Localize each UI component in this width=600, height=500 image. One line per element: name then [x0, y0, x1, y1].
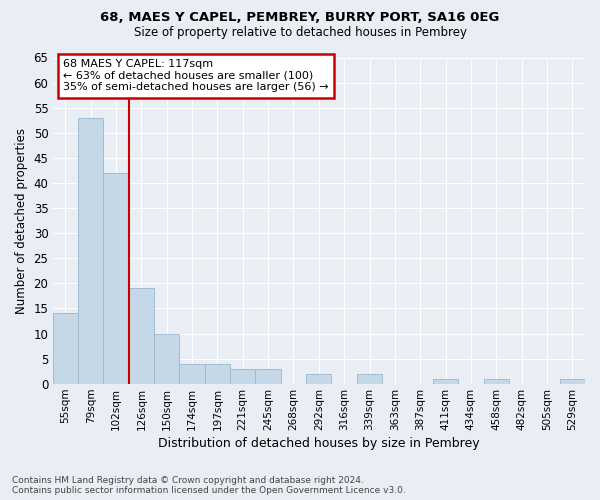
Bar [103, 173, 128, 384]
Bar [128, 288, 154, 384]
Bar [433, 378, 458, 384]
Bar [179, 364, 205, 384]
Text: 68, MAES Y CAPEL, PEMBREY, BURRY PORT, SA16 0EG: 68, MAES Y CAPEL, PEMBREY, BURRY PORT, S… [100, 11, 500, 24]
Text: Contains HM Land Registry data © Crown copyright and database right 2024.
Contai: Contains HM Land Registry data © Crown c… [12, 476, 406, 495]
X-axis label: Distribution of detached houses by size in Pembrey: Distribution of detached houses by size … [158, 437, 479, 450]
Bar [484, 378, 509, 384]
Text: Size of property relative to detached houses in Pembrey: Size of property relative to detached ho… [133, 26, 467, 39]
Bar [357, 374, 382, 384]
Y-axis label: Number of detached properties: Number of detached properties [15, 128, 28, 314]
Bar [154, 334, 179, 384]
Bar [230, 368, 256, 384]
Bar [53, 314, 78, 384]
Bar [256, 368, 281, 384]
Text: 68 MAES Y CAPEL: 117sqm
← 63% of detached houses are smaller (100)
35% of semi-d: 68 MAES Y CAPEL: 117sqm ← 63% of detache… [63, 59, 329, 92]
Bar [560, 378, 585, 384]
Bar [78, 118, 103, 384]
Bar [205, 364, 230, 384]
Bar [306, 374, 331, 384]
